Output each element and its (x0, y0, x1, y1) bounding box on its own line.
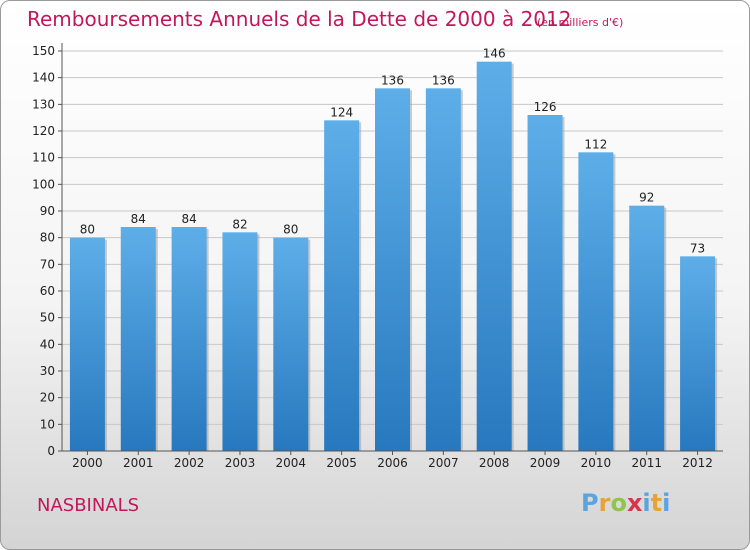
bar (476, 61, 512, 452)
y-tick-label: 0 (47, 444, 55, 458)
x-tick-label: 2010 (581, 456, 612, 470)
y-tick-label: 40 (40, 337, 55, 351)
x-tick-label: 2006 (377, 456, 408, 470)
y-tick-label: 150 (32, 44, 55, 58)
bar (578, 152, 614, 452)
logo-letter: i (662, 489, 671, 517)
bar-value-label: 136 (381, 73, 404, 87)
bar (120, 227, 156, 451)
bar-value-label: 73 (690, 241, 705, 255)
x-tick-label: 2002 (174, 456, 205, 470)
bar (425, 88, 461, 451)
bar (375, 88, 410, 451)
bar-value-label: 124 (330, 105, 353, 119)
place-name: NASBINALS (37, 495, 140, 516)
x-tick-label: 2005 (326, 456, 357, 470)
x-tick-label: 2004 (276, 456, 307, 470)
chart-subtitle: (en milliers d'€) (537, 16, 624, 29)
x-tick-label: 2007 (428, 456, 459, 470)
bar (324, 120, 360, 451)
y-tick-label: 120 (32, 124, 55, 138)
bar-value-label: 146 (483, 47, 506, 61)
bar (222, 232, 258, 451)
logo-letter: i (642, 489, 651, 517)
logo-letter: x (626, 489, 643, 517)
x-tick-label: 2003 (225, 456, 256, 470)
bar (629, 205, 665, 451)
y-tick-label: 110 (32, 151, 55, 165)
y-tick-label: 30 (40, 364, 55, 378)
bar-value-label: 84 (181, 212, 196, 226)
y-tick-label: 100 (32, 177, 55, 191)
y-tick-label: 80 (40, 231, 55, 245)
x-tick-label: 2001 (123, 456, 154, 470)
bar-value-label: 82 (232, 217, 247, 231)
y-tick-label: 50 (40, 311, 55, 325)
bar-value-label: 80 (80, 223, 95, 237)
logo-letter: o (610, 489, 627, 517)
bar (273, 237, 309, 451)
x-tick-label: 2011 (631, 456, 662, 470)
y-tick-label: 90 (40, 204, 55, 218)
y-tick-label: 60 (40, 284, 55, 298)
y-tick-label: 20 (40, 391, 55, 405)
y-tick-label: 70 (40, 257, 55, 271)
x-tick-label: 2009 (530, 456, 561, 470)
bar (171, 227, 207, 451)
bar-value-label: 92 (639, 191, 654, 205)
bar-value-label: 84 (131, 212, 146, 226)
x-tick-label: 2008 (479, 456, 510, 470)
x-tick-label: 2000 (72, 456, 103, 470)
logo-letter: r (598, 489, 611, 517)
y-tick-label: 140 (32, 71, 55, 85)
bar-value-label: 80 (283, 223, 298, 237)
chart-title: Remboursements Annuels de la Dette de 20… (27, 7, 572, 31)
y-tick-label: 130 (32, 97, 55, 111)
bar-value-label: 126 (534, 100, 557, 114)
y-tick-label: 10 (40, 417, 55, 431)
bar-value-label: 136 (432, 73, 455, 87)
logo-letter: t (650, 489, 663, 517)
bar (527, 115, 563, 451)
bar-value-label: 112 (584, 137, 607, 151)
proxiti-logo: Proxiti (581, 489, 670, 517)
x-tick-label: 2012 (682, 456, 713, 470)
logo-letter: P (581, 489, 599, 517)
bar (680, 256, 716, 451)
bar (69, 237, 105, 451)
